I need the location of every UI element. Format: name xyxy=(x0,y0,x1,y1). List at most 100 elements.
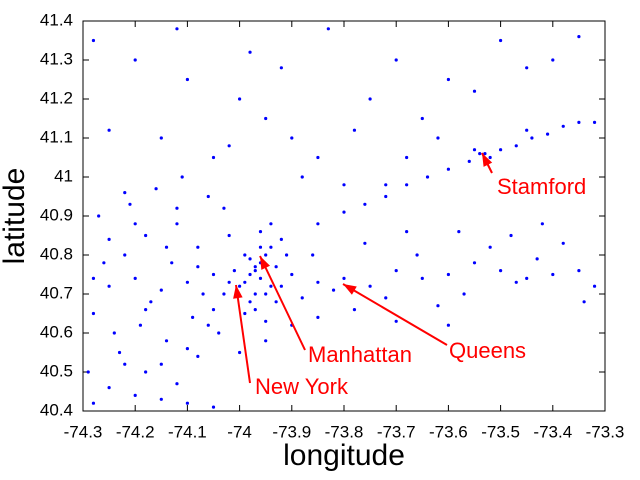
point xyxy=(577,120,581,124)
point xyxy=(290,136,294,140)
point xyxy=(499,148,503,152)
x-tick-label: -74.3 xyxy=(64,422,103,441)
y-tick-label: 40.8 xyxy=(40,244,73,263)
plot-frame xyxy=(82,20,606,412)
point xyxy=(211,405,216,409)
point xyxy=(175,206,179,210)
point xyxy=(227,144,231,148)
point xyxy=(248,257,252,261)
point xyxy=(279,284,283,288)
point xyxy=(290,272,294,277)
point xyxy=(253,308,257,312)
point xyxy=(112,331,116,335)
point xyxy=(222,292,226,296)
x-tick-label: -74.1 xyxy=(168,422,207,441)
point xyxy=(467,159,471,163)
y-tick-label: 41.3 xyxy=(40,49,73,68)
point xyxy=(211,272,216,277)
point xyxy=(107,128,111,132)
point xyxy=(368,284,372,288)
point xyxy=(253,265,257,269)
point xyxy=(530,136,534,140)
point xyxy=(316,155,320,160)
y-tick-label: 41.4 xyxy=(40,10,73,29)
point xyxy=(279,66,283,70)
point xyxy=(352,308,357,312)
point xyxy=(133,222,137,226)
arrow-head xyxy=(260,256,271,270)
point xyxy=(97,214,101,218)
point xyxy=(149,300,153,304)
point xyxy=(446,323,450,327)
point xyxy=(394,269,398,273)
point xyxy=(525,66,529,70)
point xyxy=(138,323,143,327)
point xyxy=(91,276,96,280)
x-tick-label: -73.6 xyxy=(429,422,468,441)
point xyxy=(300,296,304,300)
y-tick-label: 40.6 xyxy=(40,322,73,341)
point xyxy=(478,152,482,156)
point xyxy=(592,120,597,124)
point xyxy=(264,116,268,121)
point xyxy=(258,245,263,249)
annotation: New York xyxy=(255,374,349,399)
point xyxy=(133,393,137,397)
y-tick-label: 41 xyxy=(54,166,73,185)
point xyxy=(415,253,419,257)
point xyxy=(420,276,424,280)
y-tick-label: 40.7 xyxy=(40,283,73,302)
point xyxy=(144,233,148,238)
point xyxy=(117,350,122,355)
point xyxy=(425,175,430,179)
point xyxy=(311,253,315,257)
point xyxy=(227,280,231,284)
point xyxy=(269,222,273,226)
point xyxy=(107,386,111,390)
y-tick-label: 41.2 xyxy=(40,88,73,107)
point xyxy=(264,339,268,343)
point xyxy=(363,202,367,206)
point xyxy=(253,269,257,273)
point xyxy=(545,132,550,136)
point xyxy=(164,339,169,343)
point xyxy=(368,97,372,101)
x-tick-label: -73.5 xyxy=(481,422,520,441)
point xyxy=(561,241,565,245)
point xyxy=(191,315,195,319)
point xyxy=(331,288,336,292)
point xyxy=(243,253,247,257)
point xyxy=(405,155,409,160)
point xyxy=(472,89,477,93)
x-tick-label: -73.8 xyxy=(325,422,364,441)
point xyxy=(258,230,263,234)
point xyxy=(238,97,242,101)
point xyxy=(274,300,278,304)
point xyxy=(446,167,450,171)
annotation-arrow xyxy=(235,284,251,384)
point xyxy=(342,183,346,187)
point xyxy=(243,280,247,284)
point xyxy=(180,175,184,179)
point xyxy=(159,397,163,401)
point xyxy=(248,272,252,277)
point xyxy=(227,233,231,238)
point xyxy=(488,155,492,160)
y-axis-label: latitude xyxy=(0,168,31,265)
point xyxy=(394,319,398,323)
point xyxy=(185,347,189,351)
x-tick-label: -73.9 xyxy=(272,422,311,441)
x-tick-label: -73.3 xyxy=(586,422,625,441)
point xyxy=(154,187,158,191)
point xyxy=(206,194,210,199)
point xyxy=(196,354,200,358)
point xyxy=(472,261,477,265)
point xyxy=(525,276,529,280)
point xyxy=(316,315,320,319)
point xyxy=(274,265,278,269)
point xyxy=(196,265,200,269)
point xyxy=(123,191,127,195)
point xyxy=(159,136,163,140)
point xyxy=(264,253,268,257)
